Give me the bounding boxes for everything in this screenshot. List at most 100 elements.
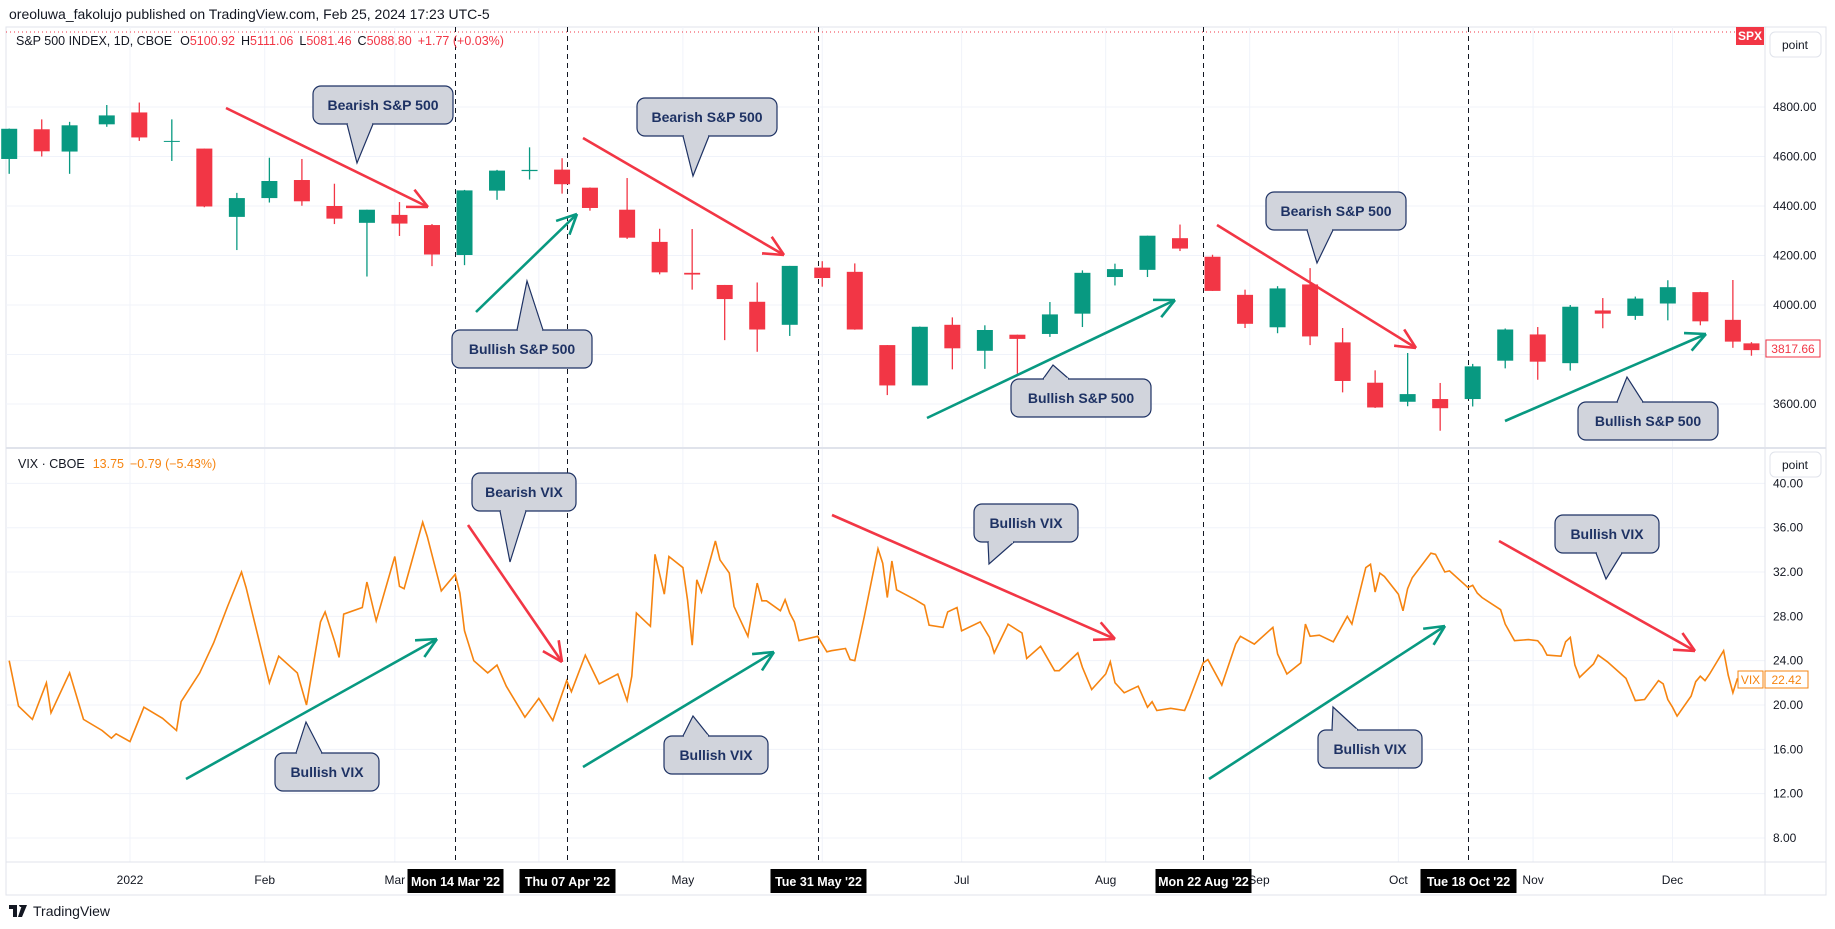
bearish-arrow[interactable] (466, 524, 564, 664)
callout[interactable]: Bullish VIX (274, 720, 380, 792)
callout-label: Bearish VIX (485, 484, 563, 500)
spx-candle (358, 209, 375, 277)
bullish-arrow[interactable] (582, 650, 776, 769)
callout[interactable]: Bullish VIX (663, 714, 769, 775)
candle-body (489, 170, 506, 191)
spx-candle (879, 345, 896, 396)
callout[interactable]: Bearish S&P 500 (636, 97, 778, 178)
spx-candle (749, 282, 766, 352)
callout[interactable]: Bearish S&P 500 (1265, 191, 1407, 265)
callout-pointer (682, 135, 710, 178)
callout-pointer (1331, 705, 1359, 731)
bearish-arrow[interactable] (1498, 539, 1697, 653)
arrow-shaft (1208, 624, 1446, 781)
spx-scale-button[interactable] (1769, 31, 1822, 58)
spx-symbol-tag-label: SPX (1738, 29, 1762, 43)
spx-scale-button-label[interactable]: point (1782, 38, 1809, 52)
spx-candle (261, 157, 278, 203)
trend-arrows[interactable] (185, 106, 1707, 781)
arrow-head (1423, 624, 1446, 631)
callout[interactable]: Bullish VIX (1317, 705, 1423, 769)
bullish-arrow[interactable] (926, 298, 1177, 420)
spx-candle (716, 284, 733, 341)
callout[interactable]: Bearish S&P 500 (312, 85, 454, 165)
crosshair-lines (455, 27, 1469, 862)
candle-body (228, 198, 245, 217)
callout-box (312, 85, 454, 125)
candle-body (1497, 329, 1514, 361)
vix-axis-label: 16.00 (1773, 742, 1803, 756)
time-axis-label: Sep (1248, 873, 1270, 887)
bearish-arrow[interactable] (1216, 223, 1418, 350)
crosshair-date-tag (407, 869, 504, 893)
callout[interactable]: Bullish S&P 500 (1577, 375, 1719, 441)
crosshair-date-tag (1155, 869, 1252, 893)
callout-label: Bullish VIX (1333, 741, 1407, 757)
bearish-arrow[interactable] (831, 513, 1116, 642)
arrow-shaft (475, 213, 578, 313)
vix-last-value-tag (1764, 670, 1809, 689)
callout-label: Bearish S&P 500 (1280, 203, 1391, 219)
spx-candle (1399, 353, 1416, 407)
callouts[interactable]: Bearish S&P 500 Bearish S&P 500 Bearish S&… (274, 85, 1719, 792)
time-axis-label: 2022 (117, 873, 144, 887)
vix-name-tag-label: VIX (1741, 673, 1760, 687)
callout[interactable]: Bullish VIX (1554, 514, 1660, 581)
published-byline: oreoluwa_fakolujo published on TradingVi… (9, 6, 490, 22)
spx-candle (1204, 254, 1221, 291)
candle-body (1659, 287, 1676, 304)
time-axis-label: Mar (384, 873, 405, 887)
time-axis-label: Nov (1522, 873, 1543, 887)
spx-candle (944, 317, 961, 370)
callout[interactable]: Bearish VIX (471, 472, 577, 563)
spx-axis-label: 4600.00 (1773, 150, 1817, 164)
callout[interactable]: Bullish S&P 500 (451, 278, 593, 369)
arrow-head (423, 638, 439, 658)
spx-candle (1464, 363, 1481, 407)
time-axis[interactable]: 2022 Feb Mar May Jul Aug Sep Oct Nov Dec (117, 873, 1683, 887)
spx-candle (781, 265, 798, 336)
candle-body (1432, 399, 1449, 409)
arrow-head (413, 188, 430, 208)
candle-body (261, 181, 278, 199)
vix-scale-button-label[interactable]: point (1782, 458, 1809, 472)
vix-price-axis[interactable]: 40.00 36.00 32.00 28.00 24.00 20.00 16.00 12.00… (1773, 476, 1803, 845)
bearish-arrow[interactable] (582, 136, 786, 257)
callout[interactable]: Bullish VIX (973, 503, 1079, 566)
spx-candle (1302, 268, 1319, 346)
vix-axis-label: 24.00 (1773, 654, 1803, 668)
bullish-arrow[interactable] (185, 637, 439, 781)
bearish-arrow[interactable] (225, 106, 430, 209)
candle-body (1139, 235, 1156, 270)
candle-body (554, 169, 571, 185)
spx-candle (1367, 370, 1384, 408)
spx-candle (521, 147, 538, 180)
spx-candle (684, 229, 701, 290)
spx-candle (1041, 302, 1058, 337)
spx-candle (846, 263, 863, 330)
arrow-head (414, 637, 438, 642)
candle-body (521, 169, 538, 172)
callout[interactable]: Bullish S&P 500 (1010, 364, 1152, 418)
candle-body (1171, 238, 1188, 249)
spx-price-axis[interactable]: 4800.00 4600.00 4400.00 4200.00 4000.00 3600.… (1773, 100, 1817, 411)
candle-body (1464, 366, 1481, 400)
candle-body (944, 324, 961, 349)
arrow-head (1432, 625, 1447, 646)
bullish-arrow[interactable] (1208, 624, 1447, 781)
tradingview-logo[interactable]: TradingView (9, 903, 110, 919)
bullish-arrow[interactable] (475, 212, 579, 313)
arrow-head (1393, 344, 1417, 350)
crosshair-date-label: Thu 07 Apr '22 (525, 875, 610, 889)
time-axis-label: Dec (1662, 873, 1683, 887)
vix-axis-label: 32.00 (1773, 565, 1803, 579)
candle-body (1, 128, 18, 159)
candle-body (1594, 310, 1611, 314)
spx-candle (1237, 289, 1254, 329)
spx-axis-label: 4000.00 (1773, 298, 1817, 312)
bullish-arrow[interactable] (1504, 331, 1707, 423)
callout-box (1265, 191, 1407, 231)
vix-scale-button[interactable] (1769, 451, 1822, 478)
candle-body (1204, 256, 1221, 291)
